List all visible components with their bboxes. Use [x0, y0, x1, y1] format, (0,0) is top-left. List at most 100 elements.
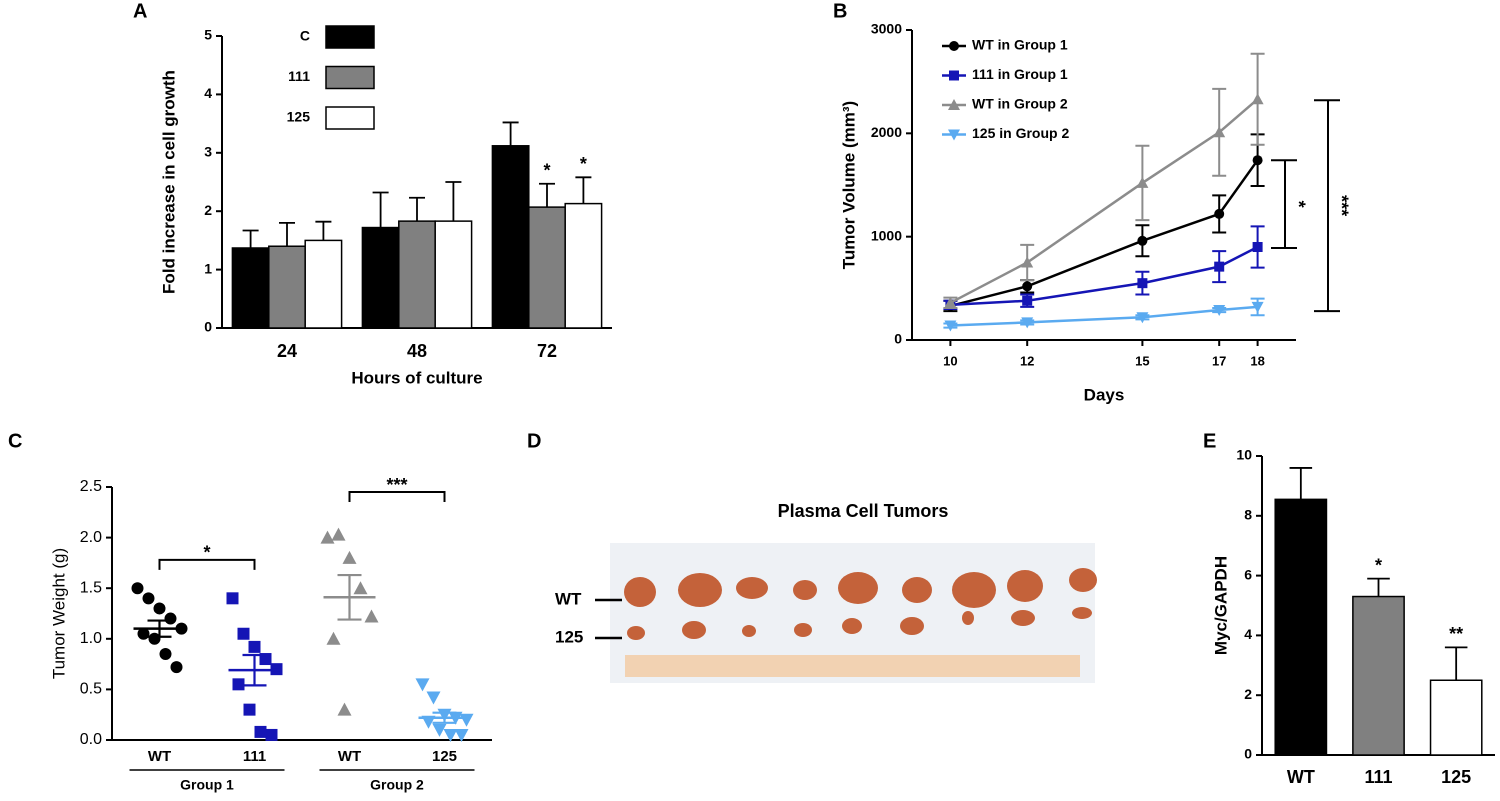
significance-bracket	[348, 491, 446, 503]
data-point	[254, 725, 267, 738]
data-point	[421, 715, 436, 729]
y-tick-label: 4	[1244, 626, 1252, 642]
legend-marker	[949, 41, 959, 51]
x-axis-label: Hours of culture	[351, 368, 482, 387]
data-point	[164, 612, 177, 625]
data-point	[1214, 208, 1225, 219]
error-bar	[372, 191, 389, 228]
error-bar	[1444, 646, 1468, 681]
bar	[564, 202, 603, 329]
data-point	[353, 581, 368, 595]
x-tick-label: 17	[1212, 353, 1226, 368]
data-point	[1251, 93, 1264, 105]
data-point	[1021, 317, 1034, 329]
data-point	[331, 527, 346, 541]
data-point	[159, 647, 172, 660]
y-axis-label: Myc/GAPDH	[1211, 556, 1230, 655]
data-point	[137, 627, 150, 640]
data-point	[944, 320, 957, 332]
error-bar	[1367, 577, 1390, 597]
row-label: WT	[555, 589, 582, 608]
y-tick-label: 4	[204, 85, 212, 101]
data-point	[432, 723, 447, 737]
data-point	[415, 678, 430, 692]
data-point	[1137, 235, 1148, 246]
data-point	[454, 728, 469, 742]
y-tick-label: 1.0	[80, 630, 102, 647]
panel-label: C	[8, 430, 22, 452]
y-tick-label: 3000	[871, 21, 902, 37]
bar	[528, 206, 566, 329]
bar	[268, 245, 306, 329]
sem-bar	[242, 653, 267, 687]
x-tick-label: 125	[1441, 767, 1471, 787]
data-point	[1136, 176, 1149, 188]
y-tick-label: 0	[204, 319, 212, 335]
y-tick-label: 1.5	[80, 579, 102, 596]
error-bar	[445, 181, 462, 222]
y-tick-label: 0	[894, 331, 902, 347]
x-tick-label: 48	[407, 341, 427, 361]
legend-label: 111	[288, 68, 310, 84]
data-point	[1252, 155, 1263, 166]
group-label: Group 1	[180, 777, 234, 793]
legend-label: C	[300, 28, 310, 44]
data-point	[153, 602, 166, 615]
y-tick-label: 2	[204, 202, 212, 218]
legend-marker	[949, 70, 959, 81]
x-tick-label: 15	[1135, 353, 1149, 368]
sem-bar	[432, 711, 457, 724]
y-tick-label: 1	[204, 260, 212, 276]
series-line	[950, 159, 1259, 308]
bar	[361, 226, 400, 329]
x-tick-label: WT	[148, 748, 171, 765]
y-tick-label: 8	[1244, 507, 1252, 523]
panel-label: A	[133, 0, 147, 22]
x-tick-label: WT	[338, 748, 361, 765]
x-tick-label: 72	[537, 341, 557, 361]
data-point	[131, 582, 144, 595]
error-bar	[315, 220, 332, 241]
error-bar	[242, 229, 259, 248]
row-label: 125	[555, 627, 583, 646]
x-tick-label: 24	[277, 341, 297, 361]
y-tick-label: 0.5	[80, 681, 102, 698]
data-point	[1214, 261, 1225, 272]
significance-bracket	[158, 558, 256, 570]
x-tick-label: 18	[1250, 353, 1264, 368]
data-point	[337, 702, 352, 716]
x-tick-label: WT	[1287, 767, 1315, 787]
sem-bar	[147, 619, 172, 638]
bar	[491, 145, 530, 329]
legend-label: WT in Group 2	[972, 96, 1068, 112]
significance-label: *	[543, 161, 550, 181]
data-point	[426, 691, 441, 705]
y-tick-label: 10	[1236, 447, 1252, 463]
y-tick-label: 1000	[871, 227, 902, 243]
x-tick-label: 111	[1364, 767, 1392, 787]
x-tick-label: 111	[243, 748, 266, 765]
data-point	[1021, 256, 1034, 268]
y-tick-label: 0	[1244, 746, 1252, 762]
tumor-photo	[610, 543, 1097, 683]
data-point	[170, 661, 183, 674]
error-bar	[278, 221, 296, 247]
data-point	[364, 609, 379, 623]
bar	[304, 239, 343, 329]
data-point	[1022, 295, 1033, 306]
data-point	[944, 296, 957, 308]
data-point	[320, 530, 335, 544]
y-tick-label: 0.0	[80, 731, 102, 748]
y-axis-label: Tumor Weight (g)	[49, 548, 68, 679]
data-point	[1022, 281, 1033, 292]
data-point	[1137, 278, 1148, 289]
y-tick-label: 3	[204, 144, 212, 160]
significance-label: *	[203, 543, 210, 563]
significance-bracket	[1271, 159, 1297, 250]
legend-swatch	[325, 25, 375, 49]
data-point	[342, 550, 357, 564]
significance-bracket	[1314, 99, 1340, 313]
bar	[231, 247, 270, 329]
legend-marker	[948, 129, 960, 141]
